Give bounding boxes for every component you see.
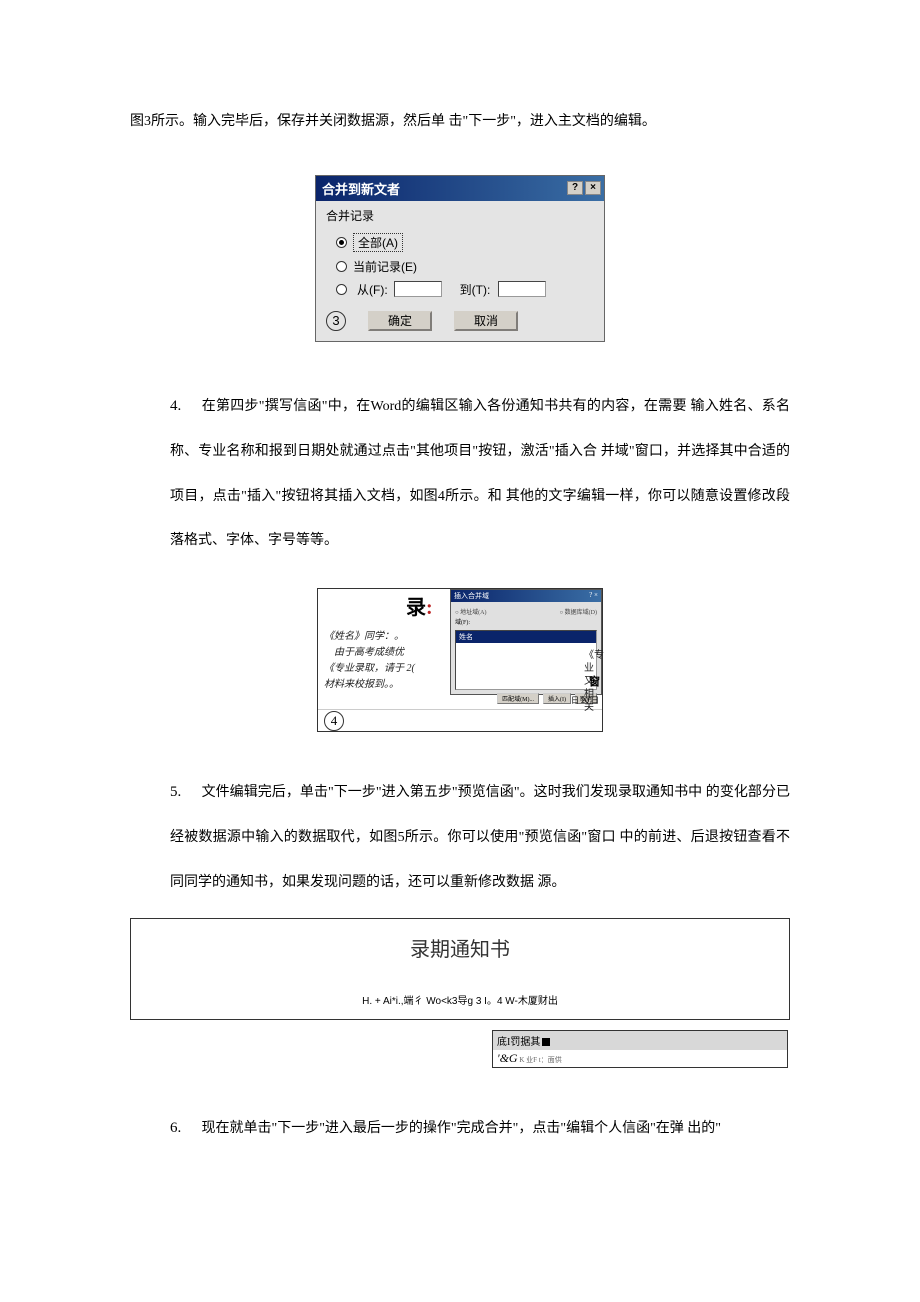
step-number: 4. xyxy=(170,382,198,430)
close-icon[interactable]: × xyxy=(585,181,601,195)
group-label: 合并记录 xyxy=(326,207,594,224)
panel-list-label: 域(F): xyxy=(455,617,597,626)
step-number: 5. xyxy=(170,768,198,816)
step-text: 现在就单击"下一步"进入最后一步的操作"完成合并"，点击"编辑个人信函"在弹 出… xyxy=(202,1121,722,1136)
figure-4: 录: 《姓名》同学：。 由于高考成绩优 《专业录取，请于 2( 材料来校报到。。… xyxy=(317,588,603,732)
step-5-paragraph: 5. 文件编辑完后，单击"下一步"进入第五步"预览信函"。这时我们发现录取通知书… xyxy=(130,768,790,906)
square-icon xyxy=(542,1038,550,1046)
step-badge-4: 4 xyxy=(324,711,344,731)
step-badge-3: 3 xyxy=(326,311,346,331)
mini-row-1: 底I罚据其 xyxy=(493,1031,787,1050)
option-from[interactable]: 从(F): 到(T): xyxy=(326,278,594,301)
to-input[interactable] xyxy=(498,281,546,297)
step-4-paragraph: 4. 在第四步"撰写信函"中，在Word的编辑区输入各份通知书共有的内容，在需要… xyxy=(130,382,790,564)
from-label: 从(F): xyxy=(357,281,388,298)
radio-icon xyxy=(336,284,347,295)
ok-button[interactable]: 确定 xyxy=(368,311,432,331)
step-text: 在第四步"撰写信函"中，在Word的编辑区输入各份通知书共有的内容，在需要 输入… xyxy=(170,399,790,549)
panel-opt-database[interactable]: ○ 数据库域(D) xyxy=(560,607,597,616)
panel-field-list[interactable]: 姓名 xyxy=(455,630,597,690)
insert-button[interactable]: 插入(I) xyxy=(543,693,571,704)
from-input[interactable] xyxy=(394,281,442,297)
box-subline: H. + Ai*i.,端彳 Wo<k3导g 3 I。4 W-木厦财出 xyxy=(131,986,789,1019)
mini-row-2: '&G K 业F t：面供 xyxy=(493,1050,787,1067)
box-title: 录期通知书 xyxy=(131,919,789,986)
fig4-heading-char: 录: xyxy=(406,591,433,620)
step-text: 文件编辑完后，单击"下一步"进入第五步"预览信函"。这时我们发现录取通知书中 的… xyxy=(170,785,790,890)
panel-controls-icon[interactable]: ? × xyxy=(589,591,598,601)
panel-opt-address[interactable]: ○ 地址域(A) xyxy=(455,607,486,616)
fig4-letter-body: 《姓名》同学：。 由于高考成绩优 《专业录取，请于 2( 材料来校报到。。 xyxy=(324,629,444,693)
panel-selected-field[interactable]: 姓名 xyxy=(456,631,596,643)
step-number: 6. xyxy=(170,1104,198,1152)
option-current-label: 当前记录(E) xyxy=(353,258,417,275)
seal-icon: 窗 xyxy=(589,673,600,689)
mini-box: 底I罚据其 '&G K 业F t：面供 xyxy=(492,1030,788,1068)
fig4-date: 日 20 日 xyxy=(571,695,599,706)
radio-icon xyxy=(336,261,347,272)
radio-icon xyxy=(336,237,347,248)
figure-3-dialog: 合并到新文者 ? × 合并记录 全部(A) 当前记录(E) 从(F): 到(T)… xyxy=(315,175,605,342)
intro-paragraph: 图3所示。输入完毕后，保存并关闭数据源，然后单 击"下一步"，进入主文档的编辑。 xyxy=(130,100,790,145)
option-current[interactable]: 当前记录(E) xyxy=(326,255,594,278)
step-6-paragraph: 6. 现在就单击"下一步"进入最后一步的操作"完成合并"，点击"编辑个人信函"在… xyxy=(130,1104,790,1152)
figure-5-box: 录期通知书 H. + Ai*i.,端彳 Wo<k3导g 3 I。4 W-木厦财出 xyxy=(130,918,790,1020)
help-icon[interactable]: ? xyxy=(567,181,583,195)
cancel-button[interactable]: 取消 xyxy=(454,311,518,331)
to-label: 到(T): xyxy=(460,281,491,298)
dialog-titlebar: 合并到新文者 ? × xyxy=(316,176,604,201)
match-field-button[interactable]: 匹配域(M)... xyxy=(497,693,539,704)
dialog-title: 合并到新文者 xyxy=(322,179,565,198)
option-all-label: 全部(A) xyxy=(353,233,403,252)
insert-merge-field-dialog: 插入合并域 ? × ○ 地址域(A) ○ 数据库域(D) 域(F): 姓名 匹配… xyxy=(450,589,602,695)
panel-title: 插入合并域 xyxy=(454,591,489,601)
option-all[interactable]: 全部(A) xyxy=(326,230,594,255)
